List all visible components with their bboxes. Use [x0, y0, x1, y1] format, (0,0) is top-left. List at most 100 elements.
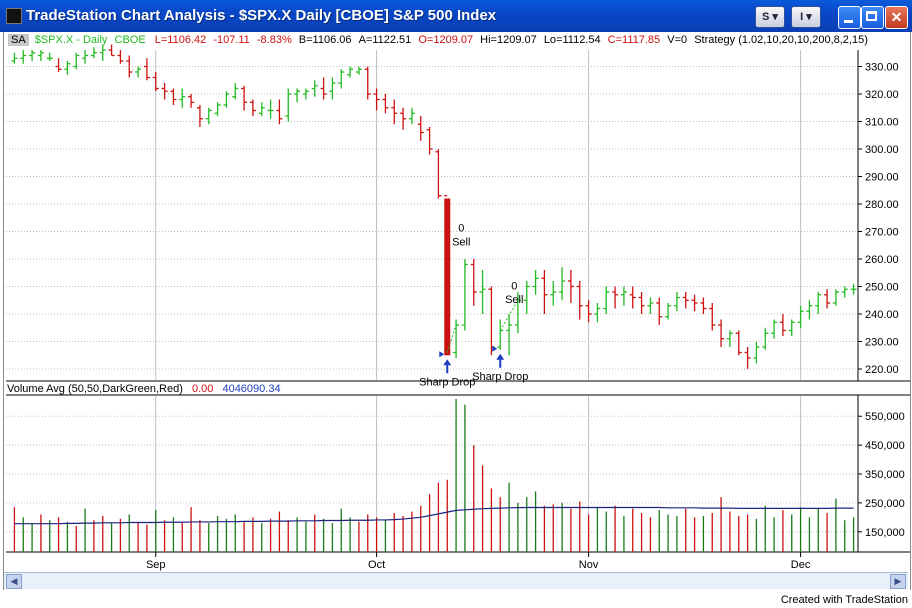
price-tick-label: 330.00 — [865, 62, 899, 74]
legend-exchange: CBOE — [114, 34, 146, 46]
ohlc-bar — [37, 50, 44, 61]
scroll-right-arrow-icon[interactable]: ▶ — [890, 574, 906, 589]
ohlc-bar — [170, 88, 177, 105]
ohlc-bar — [603, 286, 610, 314]
volume-legend-v1: 0.00 — [191, 383, 214, 395]
entry-marker-icon — [492, 345, 498, 352]
close-button[interactable]: ✕ — [885, 6, 908, 29]
price-tick-label: 310.00 — [865, 117, 899, 129]
chart-area — [3, 32, 911, 590]
legend-pct: -8.83% — [256, 34, 292, 46]
ohlc-bar — [762, 327, 769, 350]
ohlc-bar — [364, 66, 371, 100]
legend-open: O=1209.07 — [418, 34, 474, 46]
x-tick-label: Sep — [146, 559, 166, 571]
volume-tick-label: 250,000 — [865, 498, 905, 510]
ohlc-bar — [82, 50, 89, 64]
ohlc-bar — [355, 66, 362, 75]
ohlc-bar — [391, 99, 398, 125]
strategy-s-button[interactable]: S ▾ — [755, 6, 785, 28]
footer-credit: Created with TradeStation — [780, 594, 908, 606]
ohlc-bar — [55, 58, 62, 72]
volume-tick-label: 450,000 — [865, 440, 905, 452]
ohlc-bar — [638, 292, 645, 314]
ohlc-bar — [488, 286, 495, 356]
trade-line — [446, 324, 457, 353]
ohlc-bar — [779, 314, 786, 336]
app-icon — [6, 8, 22, 24]
ohlc-bar — [99, 44, 106, 61]
price-tick-label: 290.00 — [865, 172, 899, 184]
ohlc-bar — [117, 50, 124, 64]
volume-tick-label: 150,000 — [865, 527, 905, 539]
ohlc-bar — [152, 72, 159, 92]
ohlc-bar — [567, 270, 574, 303]
ohlc-bar — [559, 267, 566, 301]
x-tick-label: Dec — [791, 559, 811, 571]
price-tick-label: 220.00 — [865, 364, 899, 376]
ohlc-bar — [241, 85, 248, 111]
ohlc-bar — [90, 47, 97, 59]
ohlc-bar — [532, 270, 539, 295]
legend-change: -107.11 — [213, 34, 250, 46]
ohlc-bar — [726, 330, 733, 347]
ohlc-bar — [223, 91, 230, 108]
ohlc-bar — [806, 300, 813, 320]
ohlc-bar — [179, 88, 186, 108]
volume-average-line — [14, 506, 854, 525]
ohlc-bar — [541, 270, 548, 314]
ohlc-bar — [797, 305, 804, 328]
sell-label: Sell — [452, 236, 470, 248]
ohlc-bar — [444, 195, 451, 356]
volume-tick-label: 550,000 — [865, 411, 905, 423]
scroll-left-arrow-icon[interactable]: ◀ — [6, 574, 22, 589]
ohlc-bar — [400, 107, 407, 130]
ohlc-bar — [417, 116, 424, 141]
ohlc-bar — [682, 292, 689, 309]
ohlc-bar — [629, 286, 636, 309]
ohlc-bar — [824, 289, 831, 309]
ohlc-bar — [20, 50, 27, 64]
minimize-button[interactable] — [838, 6, 861, 29]
indicator-i-button[interactable]: I ▾ — [791, 6, 821, 28]
trade-line — [499, 299, 519, 331]
horizontal-scrollbar[interactable]: ◀ ▶ — [4, 572, 908, 589]
maximize-button[interactable] — [861, 6, 884, 29]
window-title: TradeStation Chart Analysis - $SPX.X Dai… — [26, 7, 497, 24]
legend-low: Lo=1112.54 — [543, 34, 601, 46]
ohlc-bar — [276, 99, 283, 125]
sa-label: SA — [8, 34, 29, 46]
ohlc-bar — [550, 281, 557, 306]
ohlc-bar — [585, 300, 592, 323]
ohlc-bar — [735, 330, 742, 356]
ohlc-bar — [232, 83, 239, 100]
ohlc-bar — [612, 286, 619, 309]
legend-bid: B=1106.06 — [298, 34, 352, 46]
ohlc-bar — [267, 99, 274, 119]
price-tick-label: 300.00 — [865, 144, 899, 156]
price-tick-label: 260.00 — [865, 254, 899, 266]
x-tick-label: Nov — [579, 559, 599, 571]
sharp-drop-label: Sharp Drop — [419, 377, 475, 389]
price-tick-label: 240.00 — [865, 309, 899, 321]
ohlc-bar — [718, 319, 725, 347]
close-icon: ✕ — [890, 9, 903, 25]
ohlc-bar — [311, 80, 318, 97]
minimize-icon — [844, 20, 853, 23]
price-tick-label: 250.00 — [865, 282, 899, 294]
ohlc-bar — [647, 297, 654, 314]
ohlc-bar — [709, 303, 716, 331]
ohlc-bar — [73, 52, 80, 70]
ohlc-bar — [329, 77, 336, 100]
ohlc-bar — [214, 102, 221, 116]
ohlc-bar — [302, 88, 309, 100]
signal-count-label: 0 — [458, 223, 464, 235]
ohlc-bar — [161, 83, 168, 100]
buy-arrow-icon — [496, 353, 505, 368]
ohlc-bar — [258, 102, 265, 116]
ohlc-bar — [126, 55, 133, 78]
ohlc-bar — [108, 44, 115, 57]
title-bar: TradeStation Chart Analysis - $SPX.X Dai… — [0, 0, 912, 32]
strategy-s-label: S — [762, 11, 770, 23]
volume-tick-label: 350,000 — [865, 469, 905, 481]
